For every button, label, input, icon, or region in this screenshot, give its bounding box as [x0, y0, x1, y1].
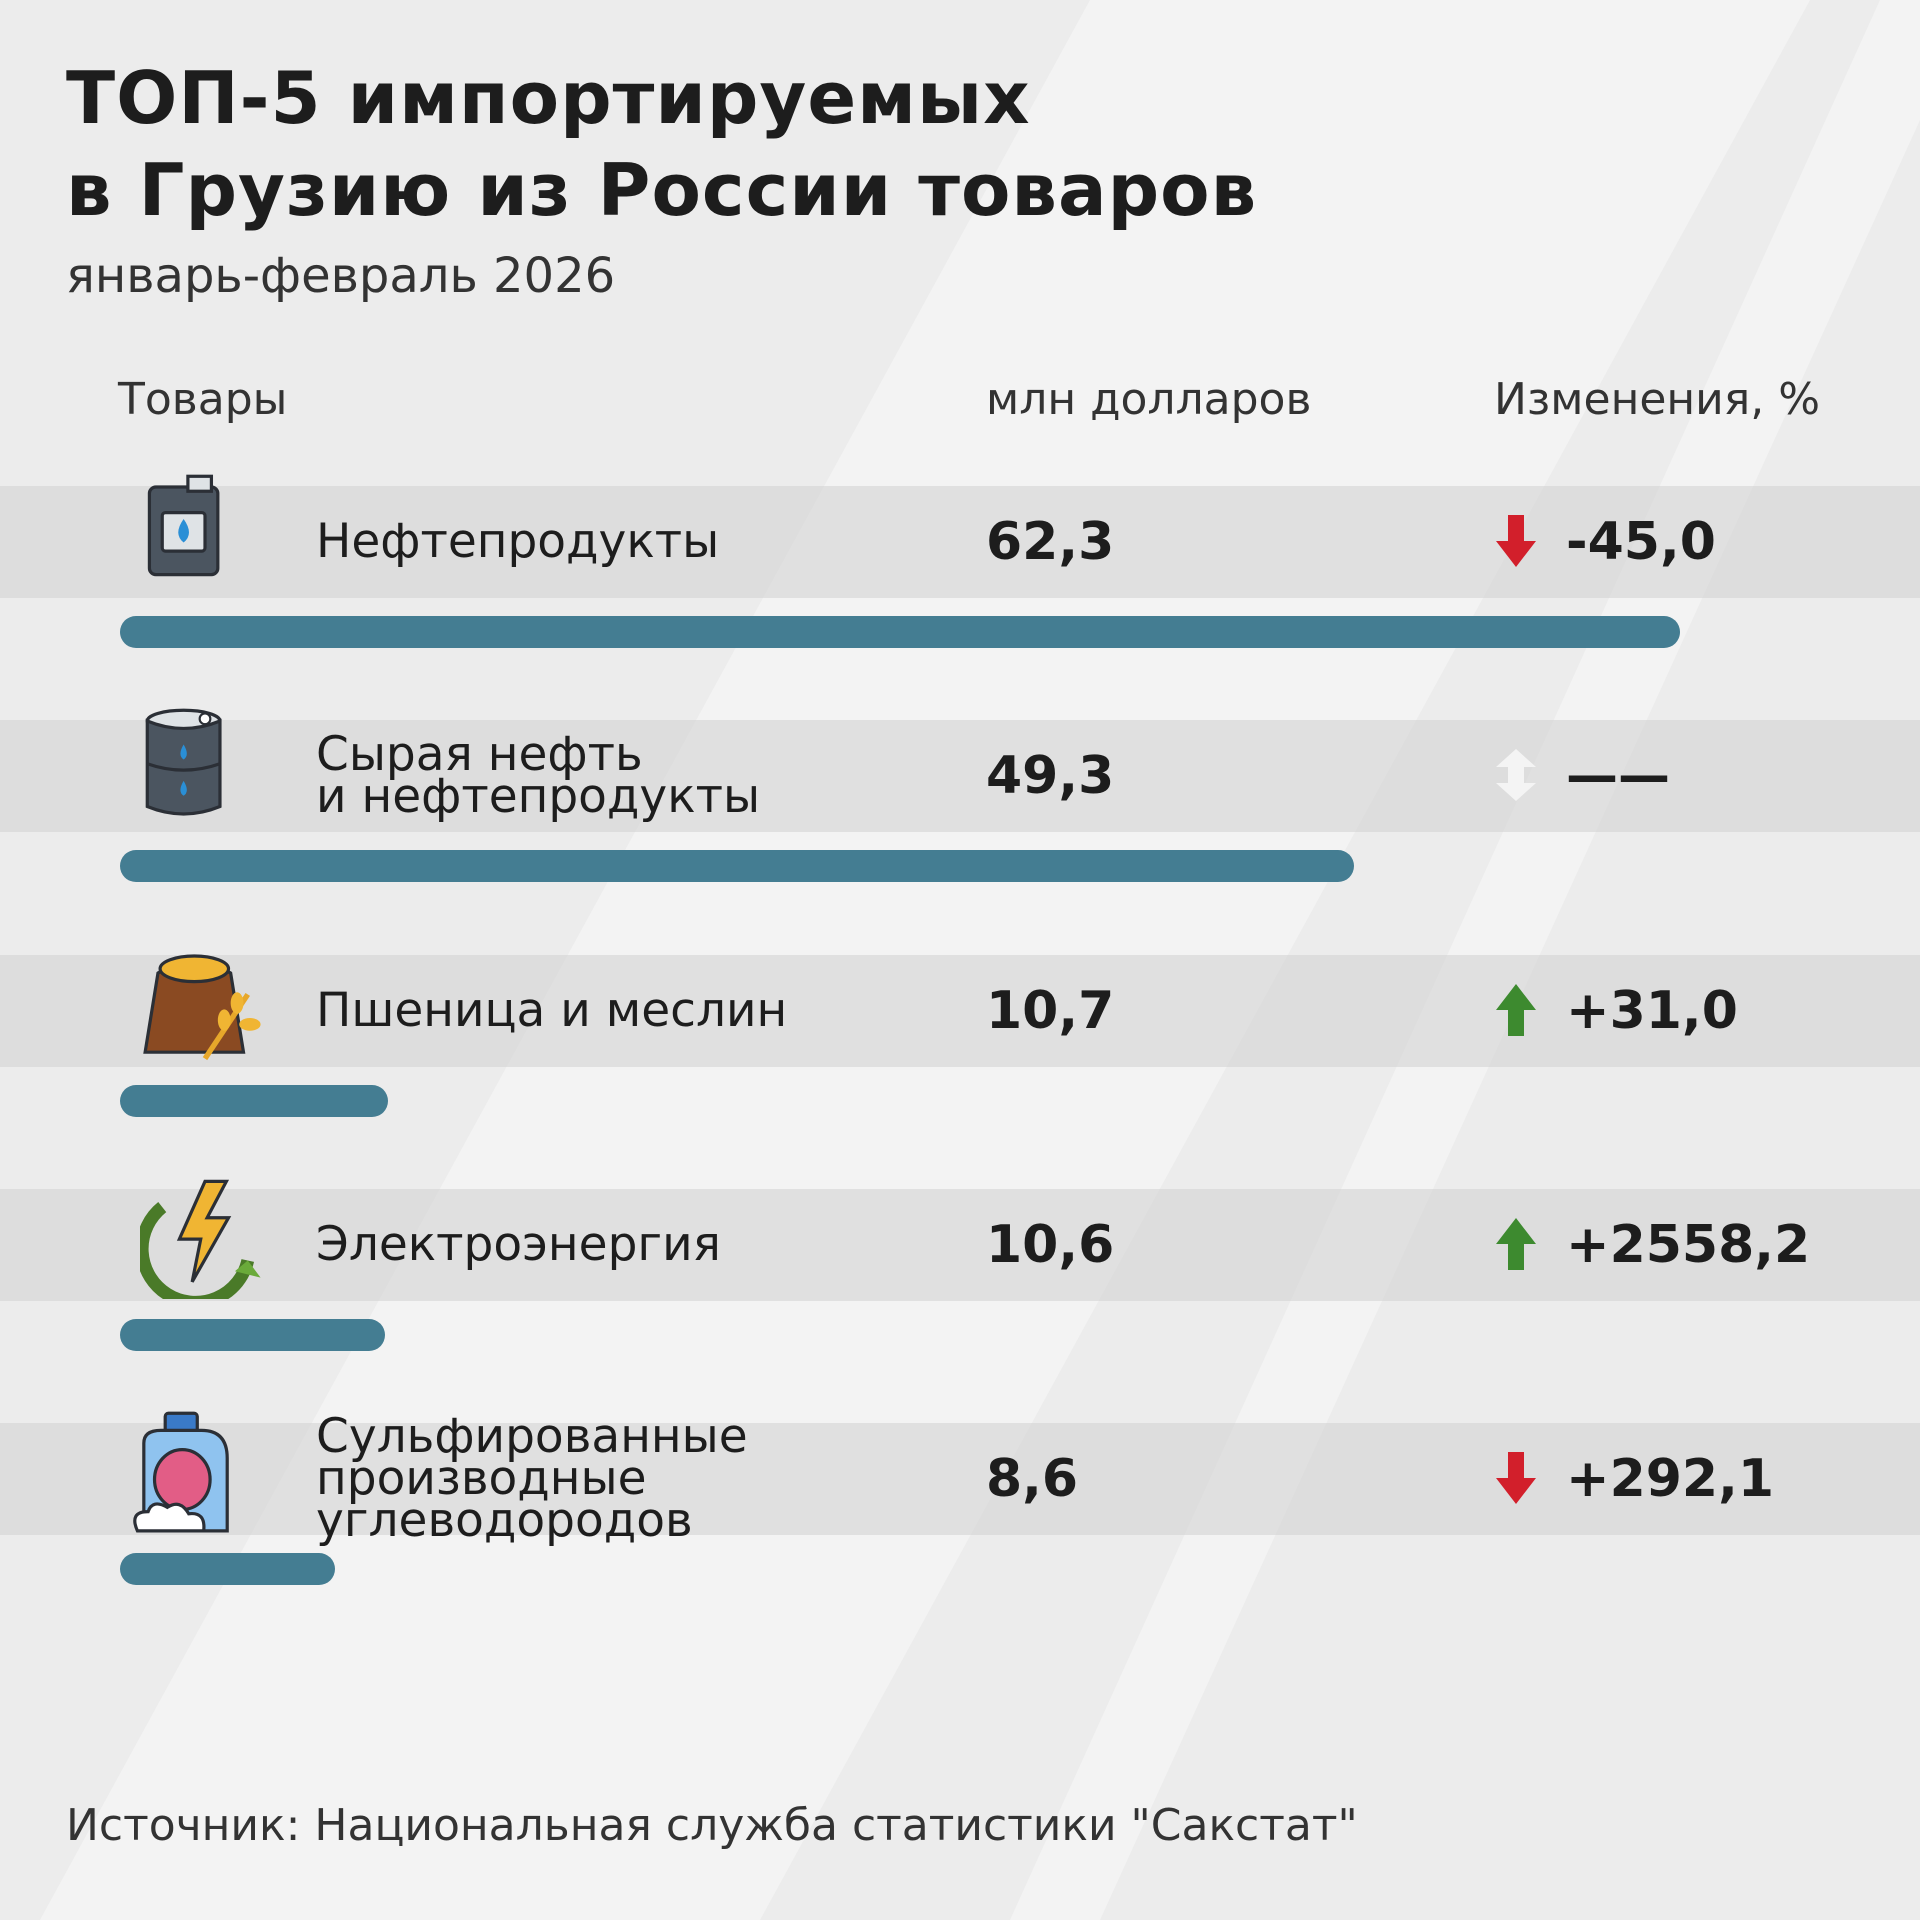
category-label: Пшеница и меслин [316, 983, 788, 1038]
category-icon [133, 1411, 229, 1533]
change-arrow [1496, 1452, 1536, 1504]
category-label: Сырая нефть и нефтепродукты [316, 727, 761, 824]
category-icon [147, 474, 220, 577]
change-arrow [1496, 984, 1536, 1036]
change-arrow [1496, 1218, 1536, 1270]
change-label: +2558,2 [1566, 1215, 1811, 1275]
column-header: млн долларов [986, 374, 1312, 425]
value-label: 10,7 [986, 981, 1115, 1041]
category-label: Сульфированные производные углеводородов [316, 1409, 748, 1548]
change-arrow [1496, 749, 1536, 801]
bar [120, 850, 1355, 882]
source: Источник: Национальная служба статистики… [66, 1800, 1358, 1851]
row-band [0, 486, 1920, 598]
change-label: -45,0 [1566, 512, 1716, 572]
column-header: Товары [118, 374, 288, 425]
category-label: Электроэнергия [316, 1217, 721, 1272]
category-icon [140, 1179, 261, 1299]
column-header: Изменения, % [1494, 374, 1821, 425]
bar [120, 1319, 386, 1351]
value-label: 8,6 [986, 1449, 1079, 1509]
category-icon [145, 708, 222, 816]
value-label: 62,3 [986, 512, 1115, 572]
row-band [0, 955, 1920, 1067]
bar [120, 616, 1680, 648]
change-arrow [1496, 515, 1536, 567]
change-label: —— [1566, 746, 1670, 806]
row-band [0, 720, 1920, 832]
change-label: +292,1 [1566, 1449, 1775, 1509]
category-label: Нефтепродукты [316, 514, 720, 569]
value-label: 10,6 [986, 1215, 1115, 1275]
change-label: +31,0 [1566, 981, 1738, 1041]
value-label: 49,3 [986, 746, 1115, 806]
category-icon [143, 954, 261, 1061]
bar [120, 1085, 388, 1117]
row-band [0, 1189, 1920, 1301]
chart-subtitle: январь-февраль 2026 [66, 248, 616, 304]
chart-title: ТОП-5 импортируемых в Грузию из России т… [66, 56, 1258, 232]
row-band [0, 1423, 1920, 1535]
bar [120, 1553, 336, 1585]
